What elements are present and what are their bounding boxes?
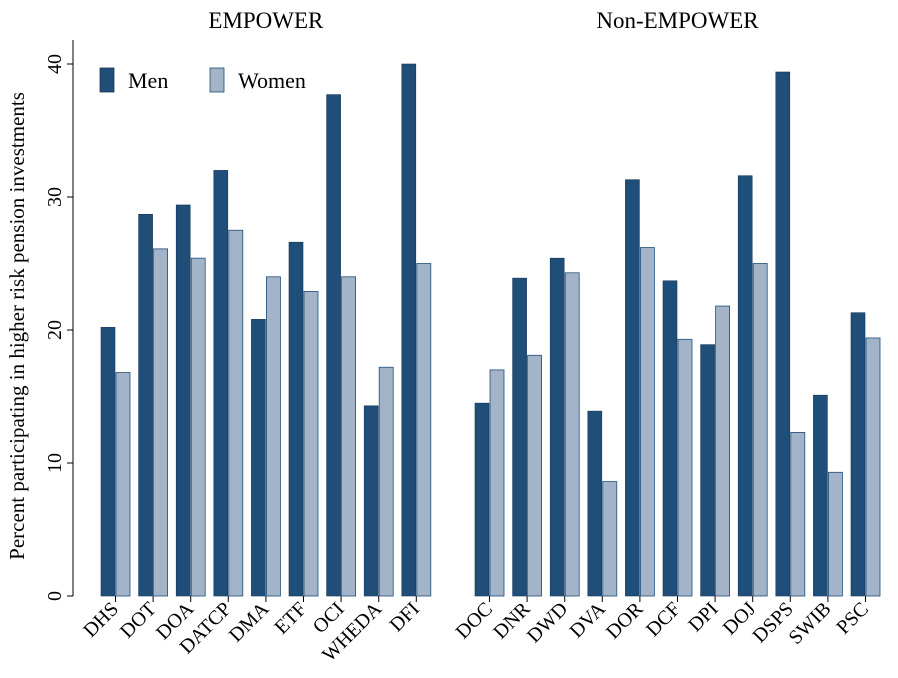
y-tick-label: 20 bbox=[44, 320, 66, 340]
y-tick-label: 30 bbox=[44, 187, 66, 207]
bar-men bbox=[813, 394, 828, 597]
bar-women bbox=[602, 481, 618, 597]
x-tick-label: DHS bbox=[79, 598, 123, 642]
bar-men bbox=[175, 204, 191, 597]
bar-men bbox=[700, 344, 715, 597]
bar-women bbox=[752, 263, 768, 597]
x-tick-label: DVA bbox=[565, 598, 610, 643]
x-tick-label: ETF bbox=[270, 598, 311, 639]
bar-women bbox=[190, 257, 206, 597]
bar-men bbox=[326, 94, 341, 597]
bar-women bbox=[828, 471, 843, 597]
bar-men bbox=[549, 257, 565, 597]
bar-women bbox=[378, 366, 394, 597]
bar-women bbox=[715, 305, 730, 597]
bar-men bbox=[850, 312, 866, 597]
bar-women bbox=[153, 248, 169, 597]
y-tick-label: 40 bbox=[44, 54, 66, 74]
bar-men bbox=[625, 179, 640, 597]
legend-label: Men bbox=[128, 68, 168, 93]
x-tick-label: DCF bbox=[642, 598, 685, 641]
bar-men bbox=[662, 280, 678, 597]
bar-men bbox=[100, 327, 116, 597]
x-tick-label: DPI bbox=[684, 598, 722, 636]
bar-women bbox=[228, 229, 244, 597]
bar-women bbox=[115, 372, 131, 597]
bar-women bbox=[303, 291, 319, 597]
bar-women bbox=[640, 247, 655, 597]
bar-men bbox=[587, 410, 603, 597]
bar-women bbox=[677, 338, 693, 597]
x-tick-label: SWIB bbox=[785, 598, 836, 649]
bar-men bbox=[737, 175, 753, 597]
bar-women bbox=[341, 276, 357, 597]
legend-swatch bbox=[99, 67, 115, 93]
bar-women bbox=[527, 354, 542, 597]
bar-women bbox=[865, 337, 881, 597]
bar-men bbox=[474, 402, 490, 597]
bar-men bbox=[363, 405, 379, 597]
x-tick-label: DOC bbox=[452, 598, 497, 643]
x-tick-label: DWD bbox=[523, 598, 572, 647]
bar-men bbox=[138, 213, 153, 597]
legend-swatch bbox=[209, 67, 225, 93]
bar-men bbox=[512, 277, 527, 597]
x-tick-label: DFI bbox=[385, 598, 423, 636]
bar-men bbox=[288, 241, 304, 597]
group-title: EMPOWER bbox=[208, 8, 324, 33]
bar-women bbox=[790, 432, 806, 597]
x-tick-label: PSC bbox=[832, 598, 873, 639]
bar-women bbox=[416, 263, 432, 597]
bar-men bbox=[213, 170, 229, 597]
x-tick-label: DOT bbox=[116, 598, 161, 643]
y-tick-label: 10 bbox=[44, 453, 66, 473]
y-tick-label: 0 bbox=[44, 591, 66, 601]
bar-women bbox=[489, 369, 505, 597]
group-title: Non-EMPOWER bbox=[596, 8, 759, 33]
bar-men bbox=[251, 319, 266, 597]
bar-men bbox=[775, 71, 791, 597]
x-tick-label: DOR bbox=[602, 598, 648, 644]
bar-women bbox=[564, 272, 580, 597]
legend-label: Women bbox=[238, 68, 306, 93]
y-axis-title: Percent participating in higher risk pen… bbox=[5, 92, 29, 560]
bar-women bbox=[265, 276, 281, 597]
bar-men bbox=[401, 63, 417, 597]
x-tick-label: DMA bbox=[225, 598, 274, 647]
